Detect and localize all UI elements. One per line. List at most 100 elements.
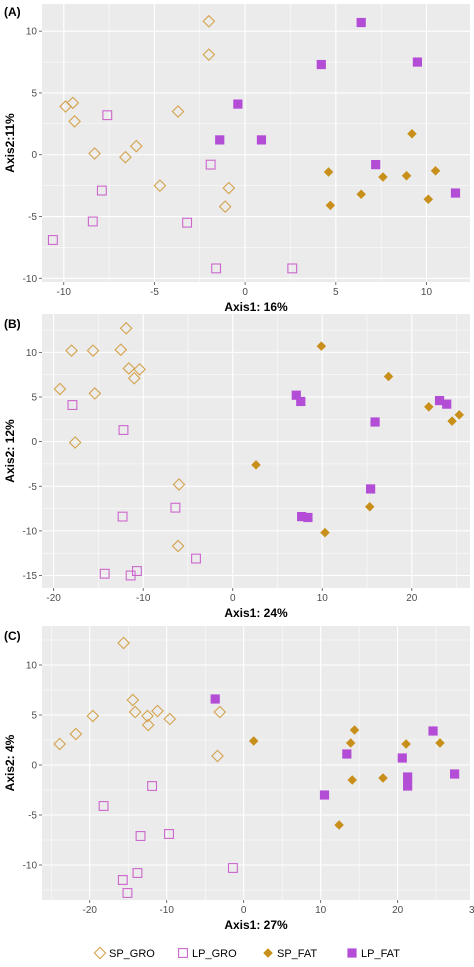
y-tick-label: -5 <box>28 811 37 822</box>
data-point <box>202 14 216 28</box>
data-point <box>131 566 142 576</box>
legend-item-sp-fat: SP_FAT <box>263 948 317 960</box>
data-point <box>364 502 375 512</box>
data-point <box>378 172 388 182</box>
data-point <box>319 790 330 800</box>
data-point <box>297 511 307 522</box>
data-point <box>87 216 98 227</box>
data-point <box>53 737 67 751</box>
data-point <box>129 139 143 153</box>
data-point <box>164 829 174 839</box>
legend-label: LP_GRO <box>192 948 237 960</box>
y-tick-label: 10 <box>26 27 38 38</box>
data-point <box>127 371 141 385</box>
x-tick-label: -20 <box>83 905 98 916</box>
x-tick-label: -10 <box>57 287 72 298</box>
plot-background <box>42 626 470 900</box>
data-point <box>218 200 232 214</box>
data-point <box>316 341 327 351</box>
data-point <box>147 781 158 791</box>
data-point <box>320 527 330 538</box>
data-point <box>325 200 336 211</box>
data-point <box>412 57 423 67</box>
data-point <box>88 147 101 160</box>
data-point <box>366 484 376 494</box>
data-point <box>251 460 261 470</box>
data-point <box>403 781 413 791</box>
data-point <box>323 167 334 177</box>
panel-a: -10 -5 0 5 10 -10 -5 0 5 10 Axis1: 16% Axis2:11% (A) <box>3 4 470 314</box>
series-lp-fat <box>291 390 452 523</box>
data-point <box>356 17 366 28</box>
panels: -10 -5 0 5 10 -10 -5 0 5 10 Axis1: 16% Axis2:11% (A)… <box>3 4 474 932</box>
legend-key <box>263 948 273 958</box>
data-point <box>378 773 388 783</box>
series-lp-gro <box>98 781 238 898</box>
plot-background <box>42 4 470 282</box>
y-axis-title: Axis2: 12% <box>3 419 17 483</box>
data-point <box>96 185 107 196</box>
x-tick-label: -5 <box>150 287 159 298</box>
data-point <box>170 502 181 513</box>
data-point <box>114 343 128 357</box>
data-point <box>210 694 220 704</box>
x-tick-label: 5 <box>333 287 339 298</box>
series-lp-gro <box>67 400 201 581</box>
data-point <box>88 387 102 400</box>
data-point <box>371 160 381 170</box>
plot-background <box>42 314 470 588</box>
series-sp-gro <box>59 14 236 214</box>
data-point <box>383 371 394 382</box>
data-point <box>370 417 380 427</box>
x-tick-label: -20 <box>46 593 61 604</box>
data-point <box>117 636 130 650</box>
legend-label: SP_GRO <box>109 948 155 960</box>
y-tick-label: 0 <box>31 761 37 772</box>
x-axis-title: Axis1: 24% <box>224 606 288 620</box>
x-tick-label: -10 <box>136 593 151 604</box>
data-point <box>119 150 132 164</box>
data-point <box>424 402 434 412</box>
panel-label: (C) <box>4 629 21 643</box>
data-point <box>450 188 461 198</box>
data-point <box>334 820 344 830</box>
y-tick-label: 0 <box>31 437 37 448</box>
y-tick-label: 10 <box>26 661 38 672</box>
data-point <box>430 166 441 176</box>
panel-label: (B) <box>4 317 21 331</box>
data-point <box>53 382 67 396</box>
data-point <box>349 725 360 735</box>
data-point <box>151 704 164 718</box>
data-point <box>296 396 306 407</box>
data-point <box>128 705 142 719</box>
data-point <box>215 135 225 145</box>
legend-label: LP_FAT <box>361 948 400 960</box>
x-tick-label: 0 <box>230 593 236 604</box>
x-tick-label: 10 <box>315 905 327 916</box>
data-point <box>182 217 193 228</box>
data-point <box>423 194 434 204</box>
data-point <box>98 801 109 811</box>
series-lp-gro <box>47 110 298 274</box>
data-point <box>401 739 411 749</box>
legend-label: SP_FAT <box>277 948 317 960</box>
data-point <box>126 693 140 707</box>
data-point <box>401 170 412 181</box>
data-point <box>86 709 100 723</box>
data-point <box>397 753 407 763</box>
y-tick-label: -10 <box>23 861 38 872</box>
data-point <box>213 705 227 719</box>
x-tick-label: 10 <box>421 287 433 298</box>
data-point <box>132 868 143 878</box>
data-point <box>133 362 146 376</box>
y-tick-label: 5 <box>31 711 37 722</box>
data-point <box>65 344 78 357</box>
data-point <box>99 568 110 579</box>
data-point <box>248 736 259 746</box>
data-point <box>435 738 445 748</box>
series-sp-gro <box>53 636 227 763</box>
panel-c: -20 -10 0 10 20 30 -10 -5 0 5 10 Axis1: 27% Axis2: 4… <box>3 626 474 932</box>
panel-b: -20 -10 0 10 20 -15 -10 -5 0 5 10 Axis1: 24% Axis2: … <box>3 314 470 620</box>
legend-item-lp-fat: LP_FAT <box>347 948 400 960</box>
data-point <box>171 539 185 553</box>
